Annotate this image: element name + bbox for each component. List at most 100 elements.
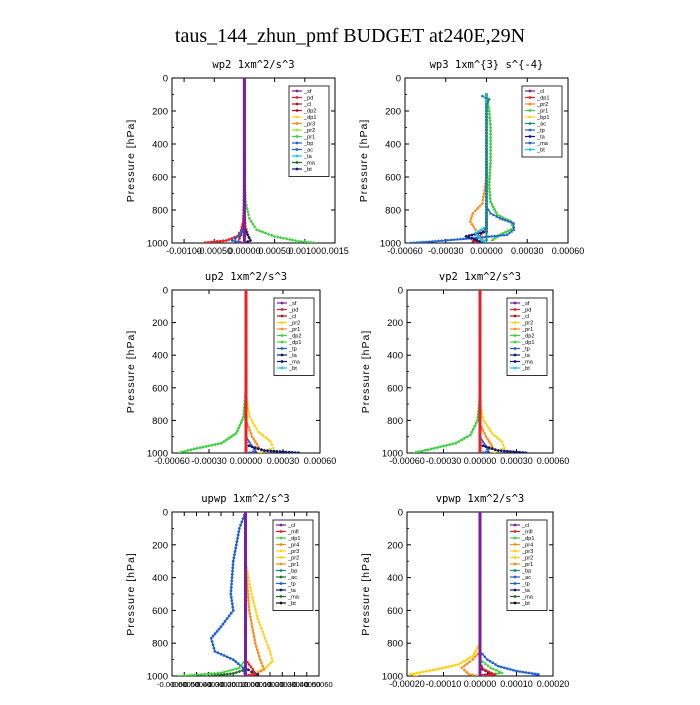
series-point [243,645,248,649]
series-point [483,662,488,665]
series-point [488,122,492,126]
legend-marker [513,530,517,533]
series-point [186,449,190,452]
series-point [243,219,246,222]
series-point [474,673,479,676]
series-point [505,233,509,236]
series-point [437,667,441,671]
series-point [465,658,469,661]
y-tick-label: 600 [387,383,403,394]
series-point [426,448,430,452]
series-point [224,438,228,442]
y-axis-label: Pressure [hPa] [360,552,372,635]
series-point [485,151,488,154]
legend-marker [513,549,517,553]
series-point [300,239,304,243]
series-point [237,527,241,530]
legend-label: _ta [288,353,298,359]
series-point [243,564,248,568]
series-point [471,240,475,243]
legend-label: _sf [521,301,530,307]
series-point [468,219,472,224]
series-line-tp [407,94,515,243]
legend-label: _tp [521,582,530,588]
series-point [445,443,448,447]
series-point [216,673,220,676]
panel-title: vp2 1xm^2/s^3 [439,271,521,283]
series-point [518,670,521,673]
legend-label: _bt [287,601,296,607]
series-line-pr2 [410,512,481,676]
x-tick-label: 0.00050 [258,246,291,256]
legend-marker [279,549,283,553]
x-tick-label: 0.00000 [464,679,497,689]
legend-marker [513,556,517,559]
series-point [486,100,490,104]
series-point [192,447,196,451]
legend-marker [295,115,299,119]
series-point [434,668,438,671]
series-point [478,290,482,292]
series-point [486,449,491,453]
series-point [230,582,233,586]
series-point [237,530,241,534]
series-point [479,238,483,242]
series-point [524,671,528,674]
plot-area [409,512,540,676]
series-point [478,301,482,304]
series-point [240,230,243,233]
series-point [478,445,482,448]
series-point [498,216,502,220]
series-point [487,670,491,674]
legend-label: _mfl [287,530,299,536]
series-point [486,437,489,441]
series-point [492,433,497,438]
series-point [418,671,422,674]
series-point [268,649,272,654]
series-point [490,447,494,451]
series-point [478,416,482,420]
x-tick-label: -0.00060 [157,680,187,689]
series-point [478,594,482,597]
series-point [211,634,215,638]
series-point [497,664,500,668]
legend-label: _bp [303,141,313,147]
legend-marker [513,601,517,605]
series-point [225,669,229,673]
y-tick-label: 200 [387,318,403,329]
series-point [262,668,266,671]
series-point [482,191,486,196]
series-point [244,387,248,391]
series-point [478,295,482,298]
series-point [478,575,482,578]
series-point [488,119,492,123]
series-point [478,562,482,565]
legend-marker [513,536,517,540]
legend-marker [280,340,284,344]
x-tick-label: -0.00010 [426,679,462,689]
series-point [460,666,464,670]
series-point [244,391,248,394]
series-point [478,327,482,330]
y-tick-label: 1000 [147,239,168,250]
series-point [485,222,488,225]
legend-marker [279,523,283,527]
series-point [243,536,248,539]
series-point [488,190,492,194]
series-point [246,213,251,217]
series-point [481,439,485,443]
series-point [499,233,503,237]
series-point [415,671,419,675]
series-point [243,171,246,175]
x-tick-label: 0.00000 [464,456,497,466]
series-point [243,568,248,572]
y-tick-label: 0 [398,508,403,519]
series-point [481,450,485,453]
series-point [243,235,246,238]
series-point [481,418,486,423]
panel-title: wp3 1xm^{3} s^{-4} [430,59,544,71]
legend-marker [280,327,284,331]
series-point [229,611,233,615]
series-point [229,589,233,593]
y-tick-label: 800 [387,416,403,427]
